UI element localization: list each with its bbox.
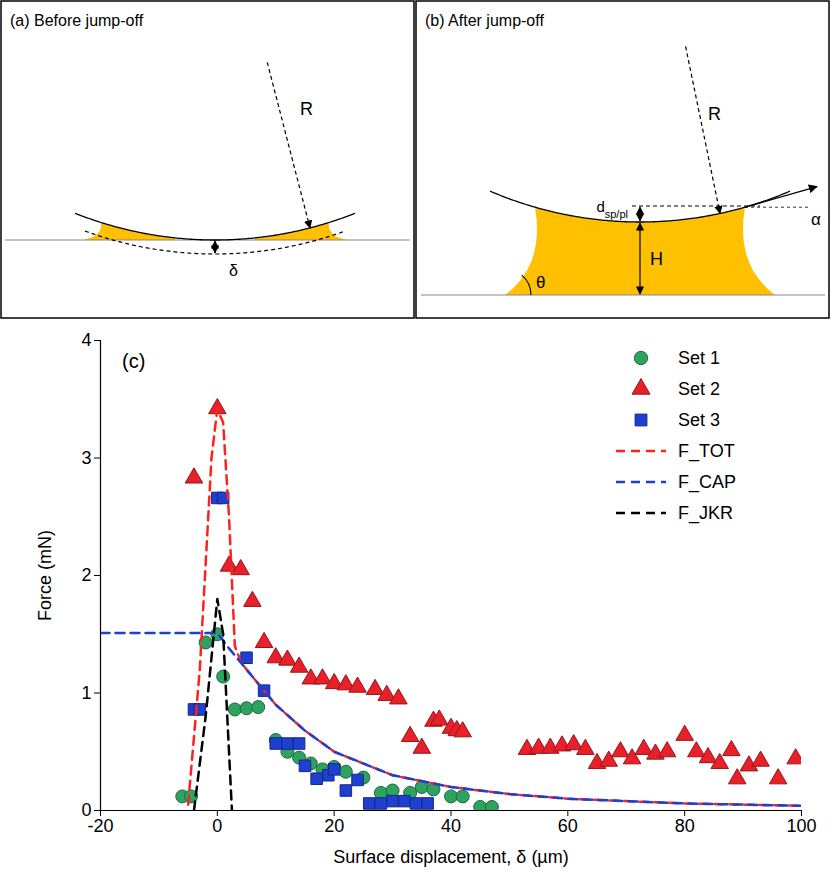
svg-text:4: 4	[81, 330, 91, 350]
svg-text:40: 40	[441, 816, 461, 836]
svg-text:R: R	[300, 99, 313, 119]
svg-text:α: α	[811, 210, 821, 229]
svg-text:(a) Before jump-off: (a) Before jump-off	[10, 12, 144, 29]
svg-text:100: 100	[786, 816, 816, 836]
svg-text:θ: θ	[536, 273, 545, 292]
svg-text:H: H	[650, 249, 663, 269]
svg-text:Set 1: Set 1	[678, 348, 720, 368]
svg-text:0: 0	[81, 800, 92, 821]
svg-text:(c): (c)	[122, 350, 145, 372]
svg-text:(b) After jump-off: (b) After jump-off	[425, 12, 544, 29]
svg-text:F_CAP: F_CAP	[678, 472, 736, 493]
svg-text:F_TOT: F_TOT	[678, 441, 735, 462]
svg-text:Set 2: Set 2	[678, 379, 720, 399]
svg-text:Surface displacement, δ (µm): Surface displacement, δ (µm)	[333, 847, 568, 867]
svg-text:F_JKR: F_JKR	[678, 503, 733, 524]
svg-text:dsp/pl: dsp/pl	[596, 198, 628, 220]
svg-text:δ: δ	[229, 262, 238, 279]
svg-text:0: 0	[212, 816, 222, 836]
svg-text:80: 80	[675, 816, 695, 836]
svg-text:R: R	[708, 104, 721, 124]
svg-text:-20: -20	[87, 816, 113, 836]
svg-text:Force (mN): Force (mN)	[35, 530, 55, 621]
svg-text:Set 3: Set 3	[678, 410, 720, 430]
svg-text:3: 3	[81, 448, 91, 468]
svg-text:1: 1	[81, 683, 91, 703]
svg-text:2: 2	[81, 565, 91, 585]
svg-text:60: 60	[558, 816, 578, 836]
svg-text:20: 20	[324, 816, 344, 836]
